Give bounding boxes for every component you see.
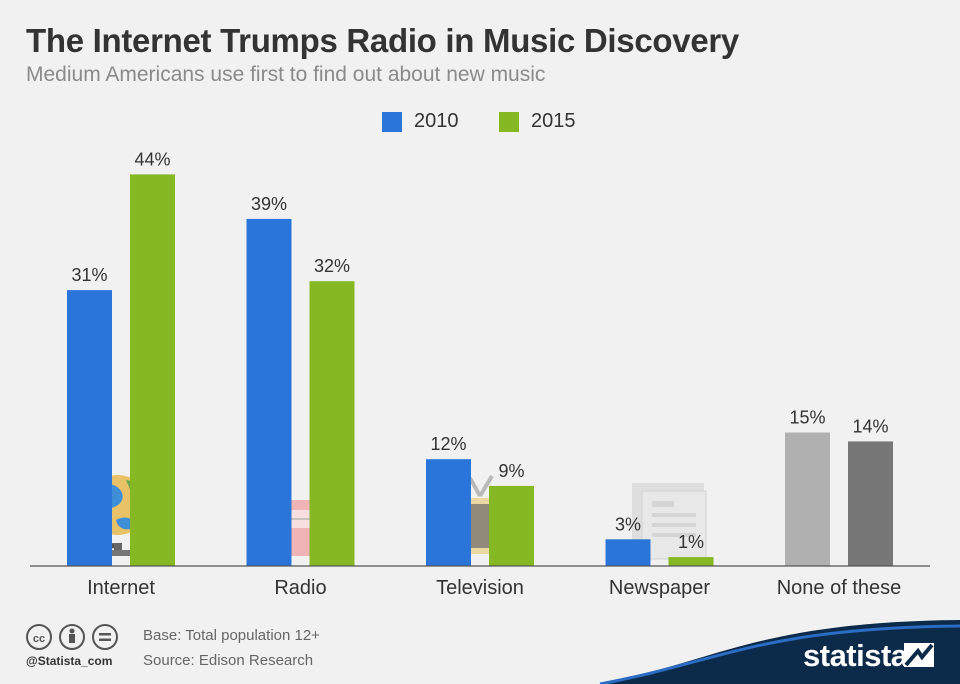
- data-label-radio-2010: 39%: [251, 194, 287, 214]
- no-derivatives-icon: [92, 624, 118, 650]
- statista-logo[interactable]: statista: [803, 638, 908, 673]
- data-label-none-of-these-2015: 14%: [852, 416, 888, 436]
- statista-logo-mark-icon: [904, 643, 934, 667]
- bar-television-2010: [426, 459, 471, 566]
- bar-internet-2010: [67, 290, 112, 566]
- category-label-newspaper: Newspaper: [609, 577, 711, 599]
- source-note: Source: Edison Research: [143, 652, 314, 669]
- license-icons: cc: [25, 623, 125, 653]
- bar-radio-2010: [246, 218, 292, 566]
- chart-subtitle: Medium Americans use first to find out a…: [26, 63, 546, 86]
- data-label-newspaper-2015: 1%: [678, 532, 704, 552]
- legend-label-2010: 2010: [414, 110, 459, 132]
- bar-none-of-these-2010: [785, 432, 830, 566]
- legend-swatch-2010: [382, 112, 402, 132]
- bar-internet-2015: [130, 174, 175, 566]
- base-note: Base: Total population 12+: [143, 627, 320, 644]
- legend-swatch-2015: [499, 112, 519, 132]
- category-label-none-of-these: None of these: [777, 577, 902, 599]
- bar-chart: 31% 44% Internet 39% 32% Radio 12% 9% Television…: [30, 149, 930, 599]
- attribution-icon: [59, 624, 85, 650]
- data-label-none-of-these-2010: 15%: [789, 408, 825, 428]
- data-label-internet-2010: 31%: [71, 265, 107, 285]
- newspaper-icon: [632, 483, 707, 560]
- legend: 2010 2015: [0, 109, 960, 135]
- category-label-internet: Internet: [87, 577, 155, 599]
- chart-title: The Internet Trumps Radio in Music Disco…: [26, 22, 739, 59]
- creative-commons-icon: cc: [26, 624, 52, 650]
- data-label-internet-2015: 44%: [134, 149, 170, 169]
- data-label-television-2015: 9%: [498, 461, 524, 481]
- bar-none-of-these-2015: [848, 441, 893, 566]
- data-label-radio-2015: 32%: [314, 256, 350, 276]
- data-label-television-2010: 12%: [430, 434, 466, 454]
- svg-text:cc: cc: [33, 633, 45, 645]
- legend-label-2015: 2015: [531, 110, 576, 132]
- category-label-television: Television: [436, 577, 524, 599]
- bar-radio-2015: [309, 281, 355, 566]
- bar-newspaper-2010: [605, 539, 651, 566]
- bar-newspaper-2015: [668, 557, 714, 566]
- bar-television-2015: [489, 485, 534, 566]
- twitter-handle: @Statista_com: [26, 654, 113, 668]
- category-label-radio: Radio: [274, 577, 326, 599]
- data-label-newspaper-2010: 3%: [615, 514, 641, 534]
